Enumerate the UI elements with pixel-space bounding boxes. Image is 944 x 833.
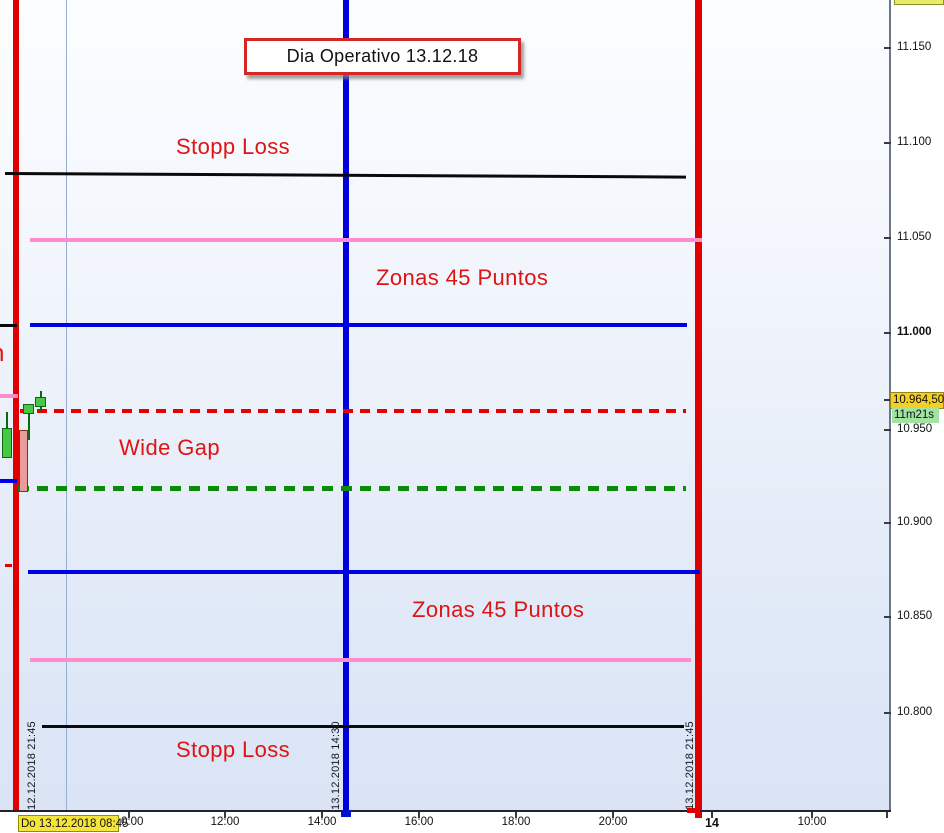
x-axis-label: 12:00 <box>210 816 240 828</box>
y-tick <box>884 47 891 49</box>
y-axis-label: 10.950 <box>897 423 933 435</box>
left-stub-black <box>0 324 17 327</box>
clipped-top-flag <box>894 0 944 5</box>
zone-line-blue-top[interactable] <box>30 323 687 327</box>
x-axis-label: 16:00 <box>404 816 434 828</box>
x-tick <box>811 812 813 818</box>
x-tick <box>224 812 226 818</box>
x-axis-label: 10:00 <box>114 816 144 828</box>
y-axis-label: 11.100 <box>897 136 932 148</box>
stop-loss-line-bottom[interactable] <box>42 725 684 728</box>
session-start-line[interactable] <box>13 0 19 811</box>
chart-plot-area[interactable]: n Stopp Loss Zonas 45 Puntos Wide Gap Zo… <box>0 0 890 818</box>
candlestick-bear <box>19 430 28 492</box>
y-tick <box>884 332 891 334</box>
annotation-stopp-loss-bottom[interactable]: Stopp Loss <box>176 737 291 762</box>
x-axis-label: 18:00 <box>501 816 531 828</box>
left-stub-pink <box>0 394 18 398</box>
session-end-line[interactable] <box>695 0 702 818</box>
y-axis-label: 11.150 <box>897 41 932 53</box>
zone-line-pink-bottom[interactable] <box>30 658 691 662</box>
x-tick <box>886 812 888 818</box>
y-axis-label: 10.850 <box>897 610 933 622</box>
session-date-flag: Do 13.12.2018 08:45 <box>18 815 128 832</box>
candle-wick <box>28 404 30 440</box>
left-stub-blue <box>0 479 17 483</box>
x-tick <box>128 812 130 818</box>
annotation-stopp-loss-top[interactable]: Stopp Loss <box>176 134 291 159</box>
x-tick <box>418 812 420 818</box>
y-axis-label: 11.050 <box>897 231 932 243</box>
candlestick-bull <box>35 397 46 407</box>
y-tick <box>884 429 891 431</box>
x-axis-label: 14:00 <box>307 816 337 828</box>
x-tick <box>321 812 323 818</box>
vertical-gridline <box>66 0 67 811</box>
zone-line-blue-bottom[interactable] <box>28 570 700 574</box>
candle-wick <box>6 412 8 430</box>
x-axis-label: 20:00 <box>598 816 628 828</box>
annotation-zonas-45-top[interactable]: Zonas 45 Puntos <box>376 265 549 290</box>
title-annotation-text: Dia Operativo 13.12.18 <box>286 46 479 66</box>
y-tick <box>884 522 891 524</box>
annotation-zonas-45-bottom[interactable]: Zonas 45 Puntos <box>412 597 585 622</box>
candlestick-bull <box>23 404 34 414</box>
x-tick <box>515 812 517 818</box>
red-line-handle[interactable] <box>687 808 700 813</box>
blue-line-handle[interactable] <box>341 810 351 817</box>
session-label-left: 12.12.2018 21:45 <box>26 721 38 810</box>
y-tick <box>884 399 891 401</box>
x-tick <box>711 812 713 818</box>
y-axis-label: 10.800 <box>897 706 933 718</box>
left-stub-red <box>5 564 12 567</box>
y-tick <box>884 237 891 239</box>
y-axis-label-round: 11.000 <box>897 326 932 338</box>
time-marker-line-blue[interactable] <box>343 0 349 811</box>
annotation-wide-gap[interactable]: Wide Gap <box>119 435 221 460</box>
candle-countdown-flag: 11m21s <box>892 408 939 423</box>
title-annotation-box[interactable]: Dia Operativo 13.12.18 <box>244 38 521 75</box>
y-tick <box>884 142 891 144</box>
y-tick <box>884 712 891 714</box>
y-axis-label: 10.900 <box>897 516 933 528</box>
x-axis-label: 10:00 <box>797 816 827 828</box>
y-tick <box>884 616 891 618</box>
zone-line-pink-top[interactable] <box>30 238 702 242</box>
current-price-flag: 10.964,50 <box>890 392 944 409</box>
x-axis-label-day: 14 <box>705 816 719 830</box>
gap-line-green-dashed[interactable] <box>18 486 686 491</box>
candlestick-bull <box>2 428 12 458</box>
gap-line-red-dashed[interactable] <box>20 409 686 413</box>
session-label-right: 13.12.2018 21:45 <box>684 721 696 810</box>
clipped-red-text-fragment: n <box>0 346 6 372</box>
x-axis-line <box>0 810 891 812</box>
session-label-mid: 13.12.2018 14:30 <box>330 721 342 810</box>
x-tick <box>612 812 614 818</box>
